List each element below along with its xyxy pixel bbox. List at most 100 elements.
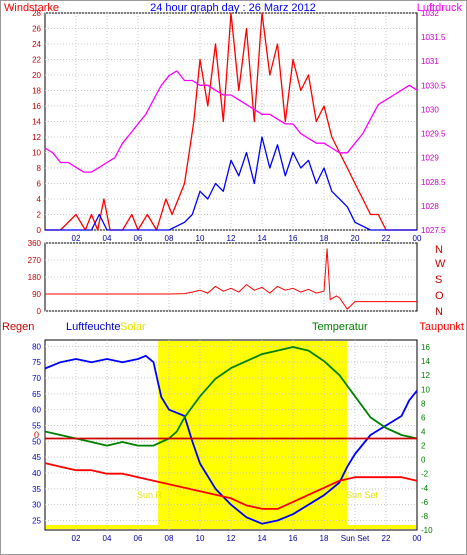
- sunset-label: Sun Set: [346, 490, 379, 500]
- series-line-1: [44, 346, 418, 447]
- y-left-tick-label: 0: [37, 307, 42, 316]
- x-tick-label: 12: [227, 234, 236, 243]
- direction-grid: [45, 242, 417, 312]
- y-left-tick-label: 55: [32, 422, 41, 431]
- y-left-tick-label: 70: [32, 374, 41, 383]
- x-tick-label: 04: [103, 234, 112, 243]
- compass-label: O: [435, 290, 444, 302]
- y-right-tick-label: 1029.5: [421, 130, 446, 139]
- y-left-tick-label: 50: [32, 437, 41, 446]
- y-right-tick-label: 1028.5: [421, 178, 446, 187]
- y-left-tick-label: 2: [37, 211, 42, 220]
- y-left-tick-label: 18: [32, 87, 41, 96]
- y-right-tick-label: 14: [421, 357, 430, 366]
- y-right-tick-label: 1031.5: [421, 33, 446, 42]
- compass-label: S: [435, 274, 442, 286]
- compass-label: N: [435, 306, 443, 318]
- series-line-0: [45, 248, 417, 310]
- y-left-tick-label: 360: [28, 239, 42, 248]
- y-right-tick-label: 1030: [421, 105, 439, 114]
- y-right-tick-label: 1027.5: [421, 226, 446, 235]
- y-left-tick-label: 80: [32, 342, 41, 351]
- y-left-tick-label: 28: [32, 9, 41, 18]
- pressure-axis-title: Luftdruck: [417, 2, 463, 14]
- wind-axis-title: Windstarke: [4, 2, 59, 14]
- humidity-axis-title: Luftfeuchte: [66, 321, 120, 333]
- y-left-tick-label: 45: [32, 453, 41, 462]
- y-left-tick-label: 12: [32, 133, 41, 142]
- y-right-tick-label: 8: [421, 399, 426, 408]
- dewpoint-axis-title: Taupunkt: [419, 321, 464, 333]
- y-left-tick-label: 16: [32, 102, 41, 111]
- y-right-tick-label: -8: [421, 512, 429, 521]
- y-left-tick-label: 6: [37, 180, 42, 189]
- rain-axis-title: Regen: [2, 321, 34, 333]
- x-tick-label: 08: [165, 534, 174, 543]
- compass-label: N: [435, 244, 443, 256]
- y-left-tick-label: 20: [32, 71, 41, 80]
- temperature-x-ticks: 02 04 06 08 10 12 14 16 18 Sun Set 22 00: [72, 534, 422, 543]
- y-right-tick-label: -10: [421, 526, 433, 535]
- rain-zero-marker: 0: [34, 430, 39, 440]
- y-right-tick-label: -4: [421, 484, 429, 493]
- x-tick-label: 04: [103, 534, 112, 543]
- temperature-y-ticks: -10 -8 -6 -4 -2 0 2 4 6 8 10 12 14 16: [421, 343, 433, 535]
- series-line-2: [44, 70, 418, 173]
- y-left-tick-label: 8: [37, 164, 42, 173]
- x-tick-label: 20: [351, 234, 360, 243]
- temperature-grid: [45, 340, 417, 530]
- x-tick-label: 18: [320, 534, 329, 543]
- solar-band-fill: [158, 341, 348, 529]
- x-tick-label: 14: [258, 534, 267, 543]
- temperature-axis-title: Temperatur: [312, 321, 368, 333]
- y-left-tick-label: 0: [37, 226, 42, 235]
- x-tick-label: 22: [382, 534, 391, 543]
- y-right-tick-label: 1029: [421, 154, 439, 163]
- x-tick-label: 02: [72, 534, 81, 543]
- wind-pressure-chart: Windstarke 24 hour graph day : 26 Marz 2…: [4, 2, 462, 243]
- temperature-humidity-chart: Regen Luftfeuchte Solar Temperatur Taupu…: [2, 321, 464, 543]
- y-right-tick-label: 2: [421, 442, 426, 451]
- y-left-tick-label: 14: [32, 118, 41, 127]
- y-right-tick-label: 0: [421, 456, 426, 465]
- y-left-tick-label: 25: [32, 517, 41, 526]
- wind-grid: [45, 12, 417, 231]
- y-right-tick-label: 1028: [421, 202, 439, 211]
- y-right-tick-label: 1032: [421, 9, 439, 18]
- x-tick-label: 16: [289, 234, 298, 243]
- humidity-y-ticks: 25 30 35 40 45 50 55 60 65 70 75 80: [32, 342, 41, 525]
- y-left-tick-label: 22: [32, 56, 41, 65]
- y-left-tick-label: 60: [32, 406, 41, 415]
- y-left-tick-label: 40: [32, 469, 41, 478]
- x-tick-label: 12: [227, 534, 236, 543]
- x-tick-label: 22: [382, 234, 391, 243]
- direction-y-ticks: 0 90 180 270 360: [28, 239, 42, 316]
- y-left-tick-label: 65: [32, 390, 41, 399]
- x-tick-label: 08: [165, 234, 174, 243]
- x-tick-label: 00: [413, 234, 422, 243]
- chart-title: 24 hour graph day : 26 Marz 2012: [150, 2, 316, 14]
- y-left-tick-label: 90: [32, 290, 41, 299]
- y-right-tick-label: 4: [421, 427, 426, 436]
- x-tick-label: 10: [196, 234, 205, 243]
- x-tick-label: 06: [134, 534, 143, 543]
- x-tick-label: 18: [320, 234, 329, 243]
- y-right-tick-label: 10: [421, 385, 430, 394]
- y-left-tick-label: 24: [32, 40, 41, 49]
- y-left-tick-label: 35: [32, 485, 41, 494]
- y-right-tick-label: 6: [421, 413, 426, 422]
- y-right-tick-label: 16: [421, 343, 430, 352]
- y-left-tick-label: 10: [32, 149, 41, 158]
- y-left-tick-label: 75: [32, 358, 41, 367]
- y-left-tick-label: 30: [32, 501, 41, 510]
- y-left-tick-label: 180: [28, 273, 42, 282]
- direction-series: [45, 248, 417, 310]
- y-left-tick-label: 4: [37, 195, 42, 204]
- y-left-tick-label: 270: [28, 256, 42, 265]
- series-line-2: [44, 462, 418, 510]
- x-tick-label: 02: [72, 234, 81, 243]
